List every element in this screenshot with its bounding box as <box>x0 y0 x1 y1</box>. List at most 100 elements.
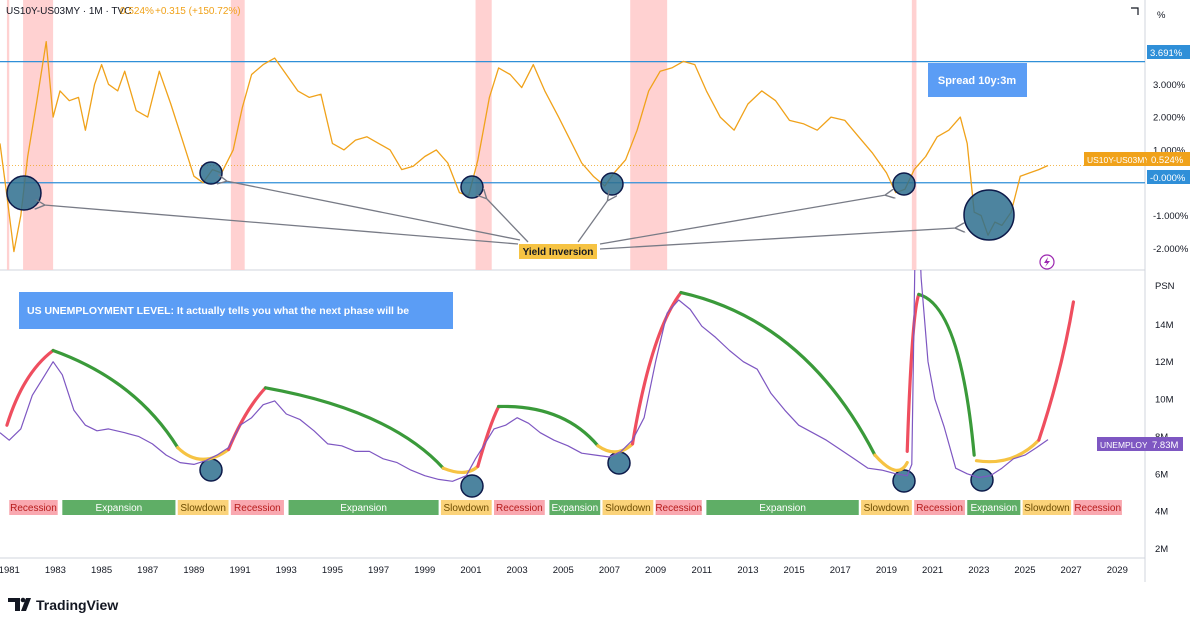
phase-label-4: Expansion <box>340 503 387 514</box>
phase-bg-1 <box>62 500 176 515</box>
phase-label-10: Expansion <box>759 503 806 514</box>
current-series-name: US10Y-US03MY <box>1087 155 1150 165</box>
arrow-to-2007 <box>577 200 608 243</box>
lightning-icon[interactable] <box>1039 254 1055 270</box>
curve-expansion-1 <box>51 348 180 450</box>
phase-expansion-1: Expansion <box>62 500 176 515</box>
phase-bg-10 <box>706 500 859 515</box>
phase-label-11: Slowdown <box>864 503 910 514</box>
curve-expansion-3 <box>497 404 600 448</box>
phase-label-15: Recession <box>1074 503 1121 514</box>
arrow-to-1989 <box>226 181 521 241</box>
top-unit-label: % <box>1157 10 1166 21</box>
spread-title-text: Spread 10y:3m <box>938 75 1016 87</box>
curve-expansion-2 <box>263 386 445 470</box>
arrow-to-2022 <box>599 228 956 250</box>
phase-bg-7 <box>549 500 601 515</box>
x-tick-2009: 2009 <box>645 565 666 576</box>
phase-slowdown-5: Slowdown <box>440 500 492 515</box>
phase-recession-12: Recession <box>914 500 965 515</box>
circle-unemp-2019 <box>892 469 916 493</box>
bottom-y-tick-4: 10M <box>1155 395 1174 406</box>
phase-label-3: Recession <box>234 503 281 514</box>
phase-bg-14 <box>1022 500 1072 515</box>
phase-bg-11 <box>861 500 912 515</box>
x-tick-1999: 1999 <box>414 565 435 576</box>
phase-label-5: Slowdown <box>444 503 490 514</box>
phase-label-9: Recession <box>655 503 702 514</box>
bottom-y-tick-1: 4M <box>1155 507 1168 518</box>
zero-price-label: -0.000% <box>1147 170 1190 184</box>
top-y-tick-0: -2.000% <box>1153 244 1189 255</box>
phase-label-14: Slowdown <box>1024 503 1070 514</box>
circle-unemp-2001 <box>460 474 484 498</box>
phase-expansion-7: Expansion <box>549 500 601 515</box>
recession-bands <box>6 0 917 270</box>
recession-band-1 <box>23 0 54 270</box>
phase-slowdown-11: Slowdown <box>861 500 912 515</box>
collapse-icon[interactable] <box>1128 5 1140 17</box>
circle-2019 <box>892 172 916 196</box>
bottom-y-tick-0: 2M <box>1155 544 1168 555</box>
recession-band-4 <box>630 0 668 270</box>
x-tick-2005: 2005 <box>553 565 574 576</box>
phase-label-6: Recession <box>496 503 543 514</box>
bottom-y-tick-6: 14M <box>1155 320 1174 331</box>
top-y-tick-3: 2.000% <box>1153 113 1186 124</box>
unemployment-line-group <box>0 270 1049 482</box>
phase-label-0: Recession <box>10 503 57 514</box>
unemployment-title-box: US UNEMPLOYMENT LEVEL: It actually tells… <box>19 292 453 329</box>
top-y-tick-1: -1.000% <box>1153 211 1189 222</box>
curve-slowdown-2 <box>441 464 480 474</box>
phase-curves <box>5 290 1076 474</box>
phase-recession-3: Recession <box>230 500 284 515</box>
unemployment-title-text: US UNEMPLOYMENT LEVEL: It actually tells… <box>27 305 409 317</box>
horizontal-levels <box>0 61 1145 184</box>
arrow-to-2019 <box>599 195 886 245</box>
x-tick-1989: 1989 <box>183 565 204 576</box>
phase-recession-0: Recession <box>9 500 58 515</box>
phase-recession-6: Recession <box>494 500 545 515</box>
bottom-y-tick-5: 12M <box>1155 357 1174 368</box>
header-symbol: US10Y-US03MY · 1M · TVC <box>6 6 131 17</box>
phase-expansion-4: Expansion <box>288 500 439 515</box>
phase-bg-3 <box>230 500 284 515</box>
phase-label-7: Expansion <box>551 503 598 514</box>
zero-price-text: -0.000% <box>1150 173 1186 184</box>
recession-band-5 <box>911 0 917 270</box>
phase-label-1: Expansion <box>96 503 143 514</box>
phase-recession-15: Recession <box>1073 500 1122 515</box>
phase-bg-12 <box>914 500 965 515</box>
top-y-tick-4: 3.000% <box>1153 80 1186 91</box>
x-tick-2017: 2017 <box>830 565 851 576</box>
phase-slowdown-14: Slowdown <box>1022 500 1072 515</box>
x-axis: 1981 1983 1985 1987 1989 1991 1993 1995 1997 1999… <box>0 565 1128 576</box>
phase-slowdown-8: Slowdown <box>602 500 654 515</box>
x-tick-2027: 2027 <box>1061 565 1082 576</box>
phase-bg-4 <box>288 500 439 515</box>
phase-expansion-13: Expansion <box>967 500 1021 515</box>
phase-label-13: Expansion <box>970 503 1017 514</box>
curve-slowdown-3 <box>596 442 635 454</box>
phase-label-8: Slowdown <box>605 503 651 514</box>
circle-unemp-1989 <box>199 458 223 482</box>
phase-bar: Recession Expansion Slowdown Recession Expan… <box>9 500 1122 515</box>
level-high-price-label: 3.691% <box>1147 45 1190 59</box>
phase-bg-0 <box>9 500 58 515</box>
unemployment-series-line <box>0 270 1049 482</box>
circle-1981 <box>6 175 42 211</box>
curve-slowdown-1 <box>176 446 231 461</box>
phase-slowdown-2: Slowdown <box>177 500 229 515</box>
unemploy-series-name: UNEMPLOY <box>1100 440 1148 450</box>
unemploy-price-label: UNEMPLOY 7.83M <box>1097 437 1183 451</box>
header-last-value: 0.524% <box>120 6 154 17</box>
x-tick-1993: 1993 <box>276 565 297 576</box>
curve-expansion-4 <box>679 290 877 457</box>
phase-bg-8 <box>602 500 654 515</box>
phase-bg-2 <box>177 500 229 515</box>
yield-inversion-label: Yield Inversion <box>519 244 597 259</box>
yield-inversion-text: Yield Inversion <box>523 247 594 258</box>
x-tick-2023: 2023 <box>968 565 989 576</box>
curve-recession-6 <box>1037 300 1076 442</box>
